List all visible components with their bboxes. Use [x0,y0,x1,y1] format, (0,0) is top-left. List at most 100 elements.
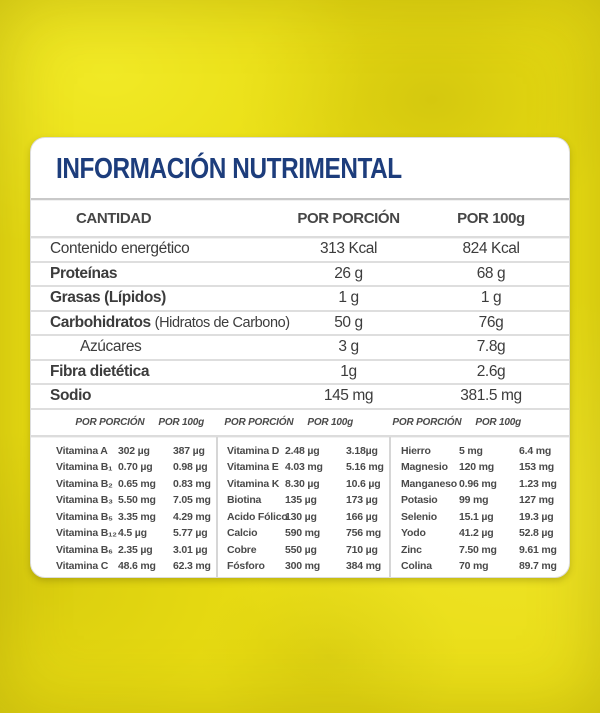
micro-portion: 99 mg [459,494,489,507]
micro-portion: 0.70 µg [118,461,153,474]
micro-column-vitamins-2: Vitamina D 2.48 µg 3.18µg Vitamina E 4.03 m… [216,436,389,577]
micro-portion: 5 mg [459,444,483,457]
micro-label: Vitamina A [56,444,108,457]
micro-100g: 19.3 µg [519,510,554,523]
row-portion-value: 313 Kcal [319,240,378,258]
micro-header-por-porcion: POR PORCIÓN [75,416,145,428]
micro-100g: 710 µg [346,543,378,556]
micro-label: Biotina [227,494,262,507]
micro-label: Vitamina E [227,461,279,474]
row-portion-value: 145 mg [323,387,374,405]
micro-portion: 2.48 µg [285,444,320,457]
header-divider [31,236,569,238]
micro-100g: 756 mg [346,527,381,540]
micro-portion: 41.2 µg [459,527,494,540]
micro-portion: 48.6 mg [118,560,156,573]
micro-100g: 5.16 mg [346,461,384,474]
row-100g-value: 381.5 mg [460,387,522,405]
micro-100g: 1.23 mg [519,477,557,490]
micro-row: Vitamina B₅ 3.35 mg 4.29 mg [31,509,216,526]
micro-100g: 62.3 mg [173,560,211,573]
micro-row: Vitamina B₁₂ 4.5 µg 5.77 µg [31,525,216,542]
micro-row: Hierro 5 mg 6.4 mg [391,443,569,460]
micro-label: Manganeso [401,477,457,490]
micro-label: Zinc [401,543,422,556]
micro-row: Calcio 590 mg 756 mg [218,525,389,542]
micro-100g: 7.05 mg [173,494,211,507]
micro-100g: 173 µg [346,494,378,507]
micro-row: Vitamina A 302 µg 387 µg [31,443,216,460]
micro-label: Acido Fólico [227,510,288,523]
micro-row: Magnesio 120 mg 153 mg [391,459,569,476]
micro-row: Vitamina B₂ 0.65 mg 0.83 mg [31,476,216,493]
micro-header-por-100g: POR 100g [475,416,521,428]
micro-row: Vitamina B₁ 0.70 µg 0.98 µg [31,459,216,476]
micro-portion: 130 µg [285,510,317,523]
micro-100g: 0.83 mg [173,477,211,490]
micro-portion: 0.65 mg [118,477,156,490]
micro-100g: 3.01 µg [173,543,208,556]
micro-100g: 52.8 µg [519,527,554,540]
micro-100g: 0.98 µg [173,461,208,474]
micro-100g: 10.6 µg [346,477,381,490]
micro-label: Yodo [401,527,426,540]
micro-100g: 89.7 mg [519,560,557,573]
micro-label: Selenio [401,510,437,523]
micro-label: Potasio [401,494,438,507]
header-cantidad: CANTIDAD [76,209,152,227]
micro-column-vitamins-1: Vitamina A 302 µg 387 µg Vitamina B₁ 0.70 µ… [31,437,216,578]
micro-label: Hierro [401,444,431,457]
row-label: Contenido energético [50,240,190,258]
micro-label: Magnesio [401,461,448,474]
micro-label: Vitamina C [56,560,109,573]
row-label: Grasas (Lípidos) [50,289,166,307]
micro-row: Cobre 550 µg 710 µg [218,542,389,559]
micro-100g: 153 mg [519,461,554,474]
micro-label: Calcio [227,527,258,540]
row-100g-value: 824 Kcal [462,240,520,258]
micro-row: Vitamina E 4.03 mg 5.16 mg [218,459,389,476]
row-portion-value: 1 g [338,289,359,307]
panel-title-bar: INFORMACIÓN NUTRIMENTAL [31,138,569,198]
micro-100g: 4.29 mg [173,510,211,523]
micro-label: Vitamina D [227,444,280,457]
row-100g-value: 7.8g [476,338,506,356]
micro-portion: 15.1 µg [459,510,494,523]
table-row: Contenido energético 313 Kcal 824 Kcal [31,238,569,263]
micro-row: Zinc 7.50 mg 9.61 mg [391,542,569,559]
row-portion-value: 26 g [334,264,363,282]
micro-label: Vitamina B₁₂ [56,527,117,540]
micro-row: Fósforo 300 mg 384 mg [218,558,389,575]
micro-row: Vitamina B₆ 2.35 µg 3.01 µg [31,542,216,559]
micro-portion: 302 µg [118,444,150,457]
micro-header-por-100g: POR 100g [307,416,353,428]
micro-label: Vitamina B₁ [56,461,113,474]
micro-portion: 8.30 µg [285,477,320,490]
micro-100g: 3.18µg [346,444,378,457]
micro-portion: 590 mg [285,527,320,540]
row-label-main: Carbohidratos [50,313,151,331]
micro-100g: 6.4 mg [519,444,552,457]
micro-portion: 5.50 mg [118,494,156,507]
row-label: Sodio [50,387,92,405]
micro-table-body: Vitamina A 302 µg 387 µg Vitamina B₁ 0.70 µ… [31,436,569,578]
micro-header-group: POR PORCIÓN POR 100g [31,417,216,428]
table-row: Carbohidratos (Hidratos de Carbono) 50 g… [31,312,569,336]
micro-portion: 70 mg [459,560,489,573]
row-100g-value: 2.6g [476,362,506,380]
micro-row: Selenio 15.1 µg 19.3 µg [391,509,569,526]
micro-label: Vitamina B₆ [56,543,113,556]
micro-header-group: POR PORCIÓN POR 100g [216,417,389,428]
table-row: Proteínas 26 g 68 g [31,263,569,287]
micro-label: Fósforo [227,560,265,573]
row-label: Proteínas [50,264,118,282]
micro-row: Yodo 41.2 µg 52.8 µg [391,525,569,542]
micro-100g: 384 mg [346,560,381,573]
micro-portion: 7.50 mg [459,543,497,556]
micro-portion: 2.35 µg [118,543,153,556]
micro-row: Biotina 135 µg 173 µg [218,492,389,509]
header-por-100g: POR 100g [457,209,525,227]
row-label-note: (Hidratos de Carbono) [154,314,290,331]
header-por-porcion: POR PORCIÓN [297,209,400,227]
